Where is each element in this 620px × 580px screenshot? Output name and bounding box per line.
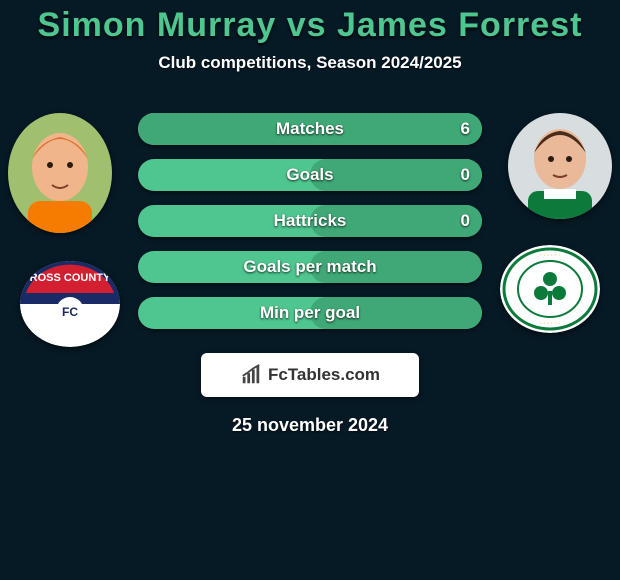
bar-label: Matches (276, 119, 344, 139)
club-left-badge: ROSS COUNTY FC (20, 261, 120, 347)
watermark-text: FcTables.com (268, 365, 380, 385)
bar-value-right: 6 (461, 119, 470, 139)
bar-fill-right (310, 159, 482, 191)
bar-row: Min per goal (138, 297, 482, 329)
chart-icon (240, 364, 262, 386)
player-left-avatar (8, 113, 112, 233)
bar-row: Goals 0 (138, 159, 482, 191)
svg-text:FC: FC (62, 305, 78, 319)
watermark: FcTables.com (201, 353, 419, 397)
comparison-bars: Matches 6 Goals 0 Hattricks 0 Goals per match M… (138, 113, 482, 343)
bar-value-right: 0 (461, 211, 470, 231)
bar-label: Min per goal (260, 303, 360, 323)
bar-value-right: 0 (461, 165, 470, 185)
bar-label: Goals per match (243, 257, 376, 277)
subtitle: Club competitions, Season 2024/2025 (0, 53, 620, 73)
club-right-badge-svg: · · · · · · · · · · · · (500, 245, 600, 333)
player-right-avatar-svg (508, 113, 612, 219)
svg-text:· · · · · ·: · · · · · · (540, 253, 560, 259)
date-text: 25 november 2024 (0, 415, 620, 436)
bar-label: Hattricks (274, 211, 347, 231)
bar-row: Goals per match (138, 251, 482, 283)
club-right-badge: · · · · · · · · · · · · (500, 245, 600, 333)
bar-label: Goals (286, 165, 333, 185)
player-left-avatar-svg (8, 113, 112, 233)
svg-text:ROSS COUNTY: ROSS COUNTY (30, 272, 111, 284)
player-right-avatar (508, 113, 612, 219)
comparison-panel: ROSS COUNTY FC · · · · · · · · · · · · M… (0, 113, 620, 353)
svg-text:· · · · · ·: · · · · · · (540, 321, 560, 327)
club-left-badge-svg: ROSS COUNTY FC (20, 261, 120, 347)
bar-row: Hattricks 0 (138, 205, 482, 237)
page-title: Simon Murray vs James Forrest (0, 0, 620, 45)
bar-row: Matches 6 (138, 113, 482, 145)
